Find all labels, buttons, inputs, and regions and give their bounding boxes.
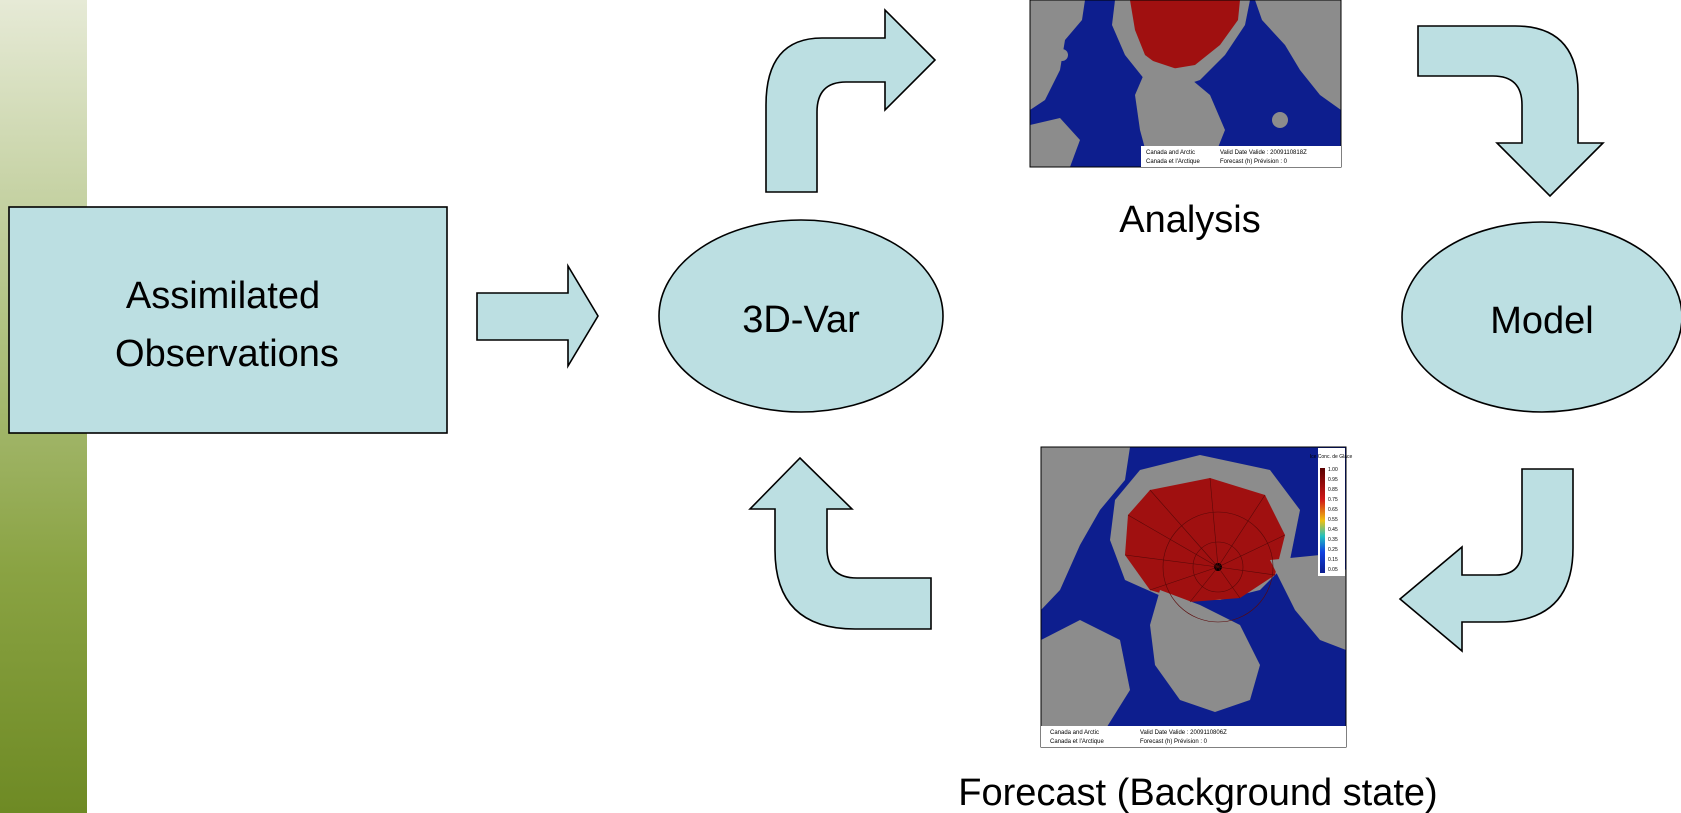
- forecast-footer-right-2: Forecast (h) Prévision : 0: [1140, 739, 1208, 745]
- forecast-legend-title: Ice Conc. de Glace: [1310, 454, 1353, 460]
- 3dvar-label: 3D-Var: [742, 299, 860, 341]
- model-node: Model: [1401, 221, 1681, 413]
- forecast-legend-tick: 0.55: [1328, 517, 1338, 523]
- analysis-caption: Analysis: [1119, 199, 1261, 241]
- forecast-legend-tick: 0.45: [1328, 527, 1338, 533]
- forecast-legend-tick: 0.05: [1328, 567, 1338, 573]
- arrow-observations-to-3dvar: [476, 263, 599, 369]
- forecast-legend-tick: 0.95: [1328, 477, 1338, 483]
- arrow-model-to-forecast: [1398, 468, 1574, 653]
- forecast-footer-right-1: Valid Date Valide : 2009110806Z: [1140, 730, 1227, 736]
- forecast-legend-tick: 0.25: [1328, 547, 1338, 553]
- observations-label-line2: Observations: [115, 333, 339, 375]
- analysis-footer-left-1: Canada and Arctic: [1146, 150, 1195, 156]
- arrow-3dvar-to-analysis: [765, 8, 937, 193]
- analysis-footer-right-1: Valid Date Valide : 2009110818Z: [1220, 150, 1307, 156]
- arrow-forecast-to-3dvar: [748, 456, 932, 630]
- analysis-map: Canada and Arctic Canada et l'Arctique V…: [1029, 0, 1342, 168]
- observations-label-line1: Assimilated: [126, 275, 320, 317]
- forecast-legend-tick: 0.75: [1328, 497, 1338, 503]
- arrow-analysis-to-model: [1417, 25, 1605, 198]
- forecast-legend-tick: 0.15: [1328, 557, 1338, 563]
- 3dvar-node: 3D-Var: [658, 219, 944, 413]
- forecast-legend-tick: 0.85: [1328, 487, 1338, 493]
- forecast-legend-tick: 0.65: [1328, 507, 1338, 513]
- analysis-footer-left-2: Canada et l'Arctique: [1146, 159, 1201, 165]
- forecast-caption: Forecast (Background state): [958, 772, 1437, 813]
- forecast-footer-left-2: Canada et l'Arctique: [1050, 739, 1105, 745]
- forecast-footer-left-1: Canada and Arctic: [1050, 730, 1099, 736]
- forecast-map: Ice Conc. de Glace 1.00 0.95 0.85 0.75 0.65 0…: [1040, 446, 1353, 748]
- model-label: Model: [1490, 300, 1594, 342]
- observations-box: Assimilated Observations: [8, 206, 448, 434]
- forecast-legend-tick: 0.35: [1328, 537, 1338, 543]
- forecast-legend-tick: 1.00: [1328, 467, 1338, 473]
- analysis-footer-right-2: Forecast (h) Prévision : 0: [1220, 159, 1288, 165]
